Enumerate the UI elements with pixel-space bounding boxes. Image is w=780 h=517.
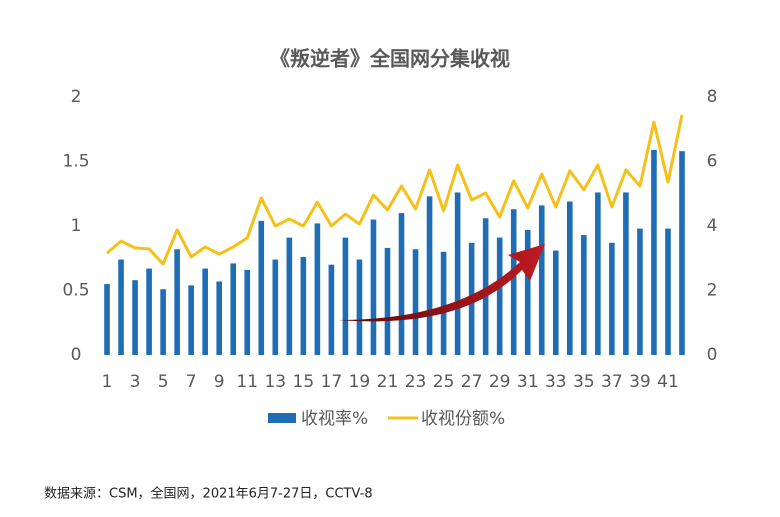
bar [679, 151, 685, 355]
bar [132, 280, 138, 355]
bar [496, 237, 503, 355]
x-tick-label: 29 [489, 372, 511, 392]
bar [272, 259, 279, 355]
bar [286, 237, 293, 355]
x-tick-label: 35 [573, 372, 595, 392]
bar [118, 259, 124, 355]
bar [454, 192, 461, 355]
x-tick-label: 19 [349, 372, 371, 392]
x-tick-label: 7 [186, 372, 197, 392]
bar [426, 196, 433, 355]
bar [524, 229, 531, 355]
x-tick-label: 15 [293, 372, 315, 392]
x-tick-label: 41 [657, 372, 679, 392]
legend-label: 收视份额% [421, 409, 505, 429]
bar [623, 192, 629, 355]
y2-tick-label: 6 [707, 152, 718, 172]
bar [174, 249, 180, 355]
bar [202, 268, 208, 355]
bar [356, 259, 363, 355]
bar [314, 223, 321, 355]
bar [146, 268, 152, 355]
y-tick-label: 2 [71, 87, 82, 107]
x-tick-label: 9 [214, 372, 225, 392]
bar [595, 192, 601, 355]
chart-title: 《叛逆者》全国网分集收视 [270, 47, 510, 71]
bar [328, 264, 335, 355]
y-tick-label: 1.5 [62, 152, 89, 172]
y2-tick-label: 8 [707, 87, 718, 107]
bar [637, 228, 643, 355]
x-tick-label: 23 [405, 372, 427, 392]
legend-label: 收视率% [301, 409, 368, 429]
bar [651, 149, 657, 355]
bar [510, 209, 517, 355]
x-tick-label: 21 [377, 372, 399, 392]
bar [412, 249, 419, 355]
bar [370, 219, 377, 355]
bar [665, 228, 671, 355]
bar [398, 213, 405, 355]
x-tick-label: 17 [321, 372, 343, 392]
y2-tick-label: 2 [707, 281, 718, 301]
source-note: 数据来源：CSM，全国网，2021年6月7-27日，CCTV-8 [44, 486, 373, 502]
trend-arrow [338, 244, 545, 322]
bar [342, 237, 349, 355]
bar [552, 250, 559, 355]
x-tick-label: 13 [264, 372, 286, 392]
bar [188, 285, 194, 355]
bar [566, 201, 573, 355]
bar [104, 284, 110, 355]
y-tick-label: 0.5 [62, 281, 89, 301]
bar [300, 256, 307, 355]
bar [384, 247, 391, 355]
y2-tick-label: 4 [707, 216, 718, 236]
bar [244, 269, 251, 355]
bar [581, 235, 587, 355]
bar [216, 281, 223, 355]
x-tick-label: 37 [601, 372, 623, 392]
bar [440, 251, 447, 355]
bar [538, 205, 545, 355]
y-tick-label: 1 [71, 216, 82, 236]
y2-tick-label: 0 [707, 345, 718, 365]
x-tick-label: 11 [236, 372, 258, 392]
bar [160, 289, 166, 355]
bar [258, 220, 265, 355]
bar [230, 263, 237, 355]
line [106, 114, 684, 266]
legend-swatch [268, 413, 296, 423]
x-tick-label: 31 [517, 372, 539, 392]
bar [482, 218, 489, 355]
y-tick-label: 0 [71, 345, 82, 365]
x-tick-label: 5 [158, 372, 169, 392]
x-tick-label: 1 [102, 372, 113, 392]
legend: 收视率% 收视份额% [268, 409, 505, 429]
x-tick-label: 33 [545, 372, 567, 392]
x-tick-label: 25 [433, 372, 455, 392]
bar [609, 242, 615, 355]
x-tick-label: 39 [629, 372, 651, 392]
x-tick-label: 3 [130, 372, 141, 392]
x-tick-label: 27 [461, 372, 483, 392]
